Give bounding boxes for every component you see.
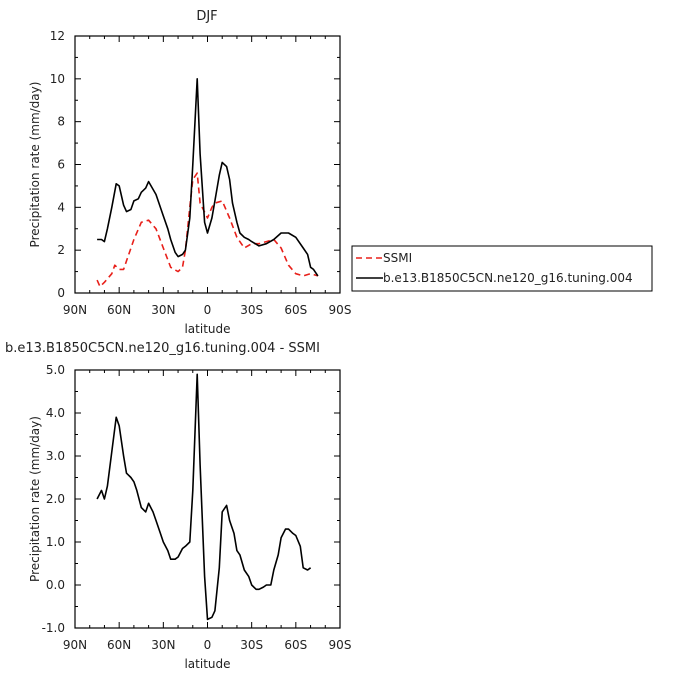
chart-title: DJF bbox=[196, 9, 217, 24]
x-tick-label: 0 bbox=[204, 303, 212, 317]
y-tick-label: 8 bbox=[57, 115, 65, 129]
chart-2: b.e13.B1850C5CN.ne120_g16.tuning.004 - S… bbox=[5, 341, 351, 671]
y-tick-label: 1.0 bbox=[46, 535, 65, 549]
x-tick-label: 60S bbox=[284, 303, 307, 317]
x-tick-label: 60N bbox=[107, 638, 131, 652]
x-tick-label: 30S bbox=[240, 303, 263, 317]
y-tick-label: 5.0 bbox=[46, 363, 65, 377]
x-axis-label: latitude bbox=[184, 322, 230, 336]
y-tick-label: 6 bbox=[57, 158, 65, 172]
legend-entry: b.e13.B1850C5CN.ne120_g16.tuning.004 bbox=[383, 271, 633, 285]
x-tick-label: 0 bbox=[204, 638, 212, 652]
x-tick-label: 30N bbox=[151, 638, 175, 652]
x-tick-label: 60S bbox=[284, 638, 307, 652]
chart-title: b.e13.B1850C5CN.ne120_g16.tuning.004 - S… bbox=[5, 341, 320, 356]
y-tick-label: 12 bbox=[50, 29, 65, 43]
x-tick-label: 30S bbox=[240, 638, 263, 652]
x-tick-label: 30N bbox=[151, 303, 175, 317]
series-line-2 bbox=[97, 78, 319, 277]
plot-frame bbox=[74, 369, 341, 629]
series-line-1 bbox=[96, 172, 319, 288]
legend-entry: SSMI bbox=[383, 251, 412, 265]
series-line-1 bbox=[96, 373, 312, 621]
y-tick-label: 3.0 bbox=[46, 449, 65, 463]
x-tick-label: 90N bbox=[63, 638, 87, 652]
y-tick-label: 2.0 bbox=[46, 492, 65, 506]
y-tick-label: 0.0 bbox=[46, 578, 65, 592]
legend-box bbox=[351, 245, 653, 292]
y-tick-label: -1.0 bbox=[42, 621, 65, 635]
x-tick-label: 90S bbox=[329, 638, 352, 652]
x-tick-label: 90N bbox=[63, 303, 87, 317]
legend: SSMI b.e13.B1850C5CN.ne120_g16.tuning.004 bbox=[351, 245, 653, 292]
x-axis-label: latitude bbox=[184, 657, 230, 671]
y-tick-label: 2 bbox=[57, 243, 65, 257]
y-axis-label: Precipitation rate (mm/day) bbox=[28, 82, 42, 248]
y-tick-label: 10 bbox=[50, 72, 65, 86]
chart-1: DJF 90N 60N 30N 0 30S 60S 90S 0 2 4 6 8 10 12 latitude P… bbox=[28, 9, 653, 336]
y-tick-label: 0 bbox=[57, 286, 65, 300]
y-tick-label: 4 bbox=[57, 200, 65, 214]
y-axis-label: Precipitation rate (mm/day) bbox=[28, 416, 42, 582]
plot-frame bbox=[74, 35, 341, 294]
y-tick-label: 4.0 bbox=[46, 406, 65, 420]
x-tick-label: 60N bbox=[107, 303, 131, 317]
x-tick-label: 90S bbox=[329, 303, 352, 317]
